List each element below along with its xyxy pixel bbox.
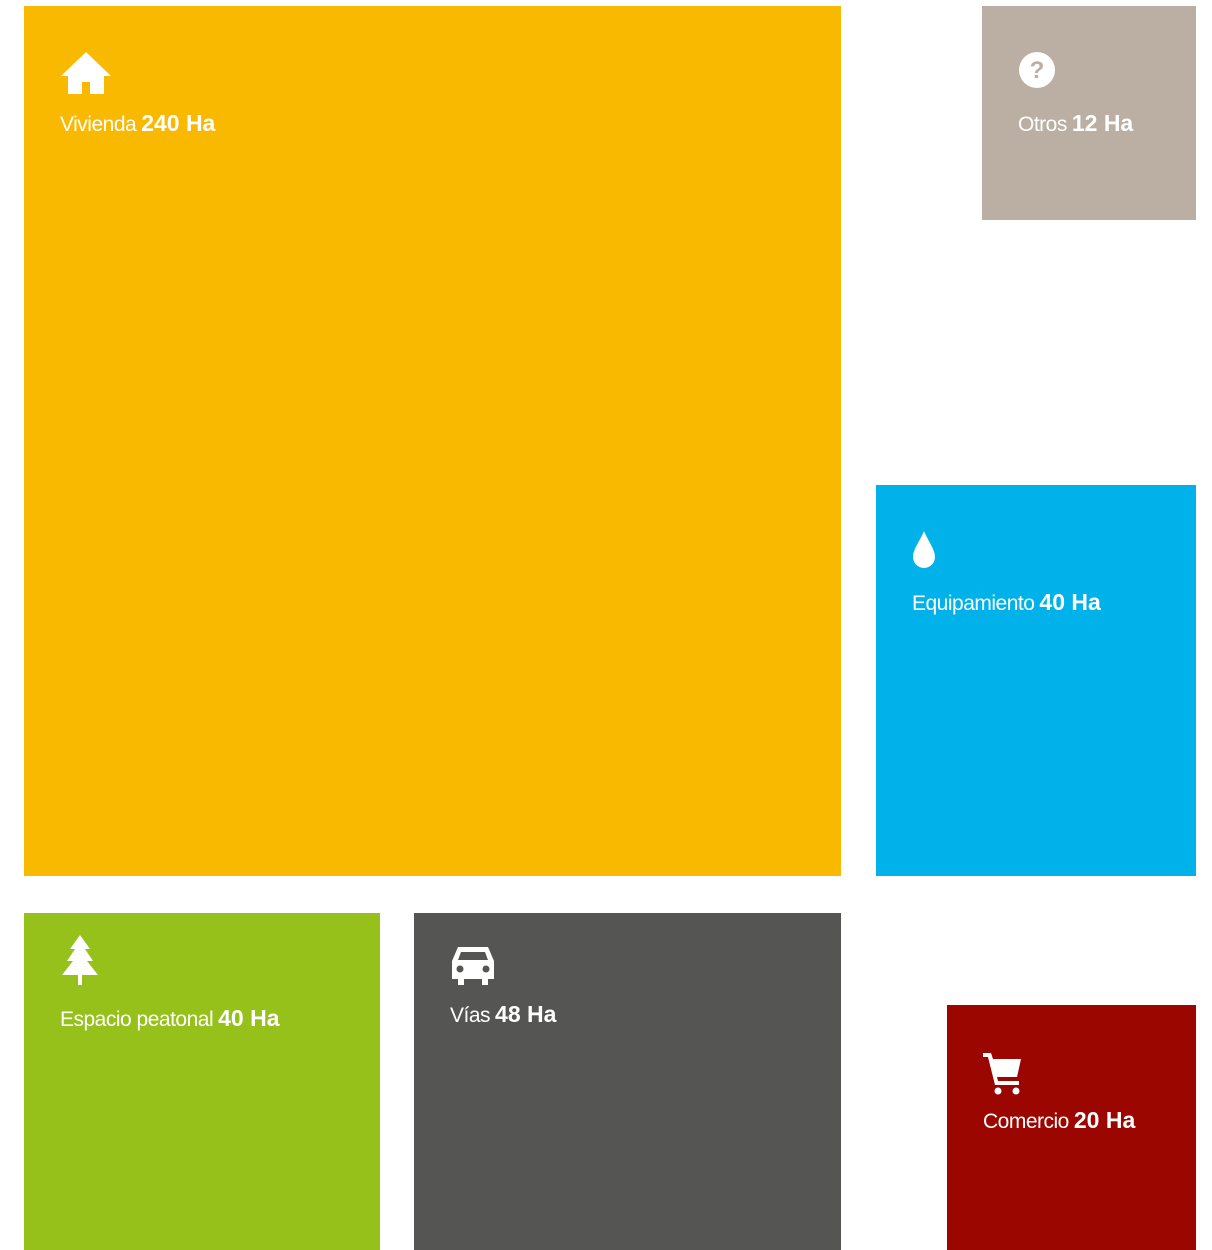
cart-icon	[983, 1053, 1021, 1095]
tile-amount: 40 Ha	[1039, 589, 1101, 615]
tile-amount: 40 Ha	[218, 1005, 280, 1031]
tile-name: Espacio peatonal	[60, 1008, 214, 1031]
tile-label: Vías 48 Ha	[450, 1001, 556, 1028]
tile-name: Vías	[450, 1004, 491, 1027]
tile-name: Equipamiento	[912, 592, 1035, 615]
tile-label: Vivienda 240 Ha	[60, 110, 215, 137]
tile-label: Comercio 20 Ha	[983, 1107, 1135, 1134]
tile-espacio-peatonal: Espacio peatonal 40 Ha	[24, 913, 380, 1250]
tile-vias: Vías 48 Ha	[414, 913, 841, 1250]
question-icon: ?	[1019, 52, 1055, 88]
tile-amount: 20 Ha	[1073, 1107, 1136, 1133]
car-icon	[452, 947, 494, 985]
tile-name: Comercio	[983, 1110, 1069, 1133]
tile-vivienda: Vivienda 240 Ha	[24, 6, 841, 876]
drop-icon	[913, 531, 935, 568]
tile-amount: 48 Ha	[495, 1001, 557, 1027]
tile-comercio: Comercio 20 Ha	[947, 1005, 1196, 1250]
tile-label: Otros 12 Ha	[1018, 110, 1133, 137]
tile-name: Vivienda	[60, 113, 137, 136]
tree-icon	[62, 935, 98, 985]
tile-name: Otros	[1018, 113, 1067, 136]
svg-text:?: ?	[1030, 57, 1045, 84]
tile-label: Espacio peatonal 40 Ha	[60, 1005, 280, 1032]
tile-amount: 12 Ha	[1071, 110, 1134, 136]
tile-amount: 240 Ha	[141, 110, 216, 136]
tile-otros: ? Otros 12 Ha	[982, 6, 1196, 220]
tile-equipamiento: Equipamiento 40 Ha	[876, 485, 1196, 876]
house-icon	[61, 52, 111, 94]
tile-label: Equipamiento 40 Ha	[912, 589, 1101, 616]
